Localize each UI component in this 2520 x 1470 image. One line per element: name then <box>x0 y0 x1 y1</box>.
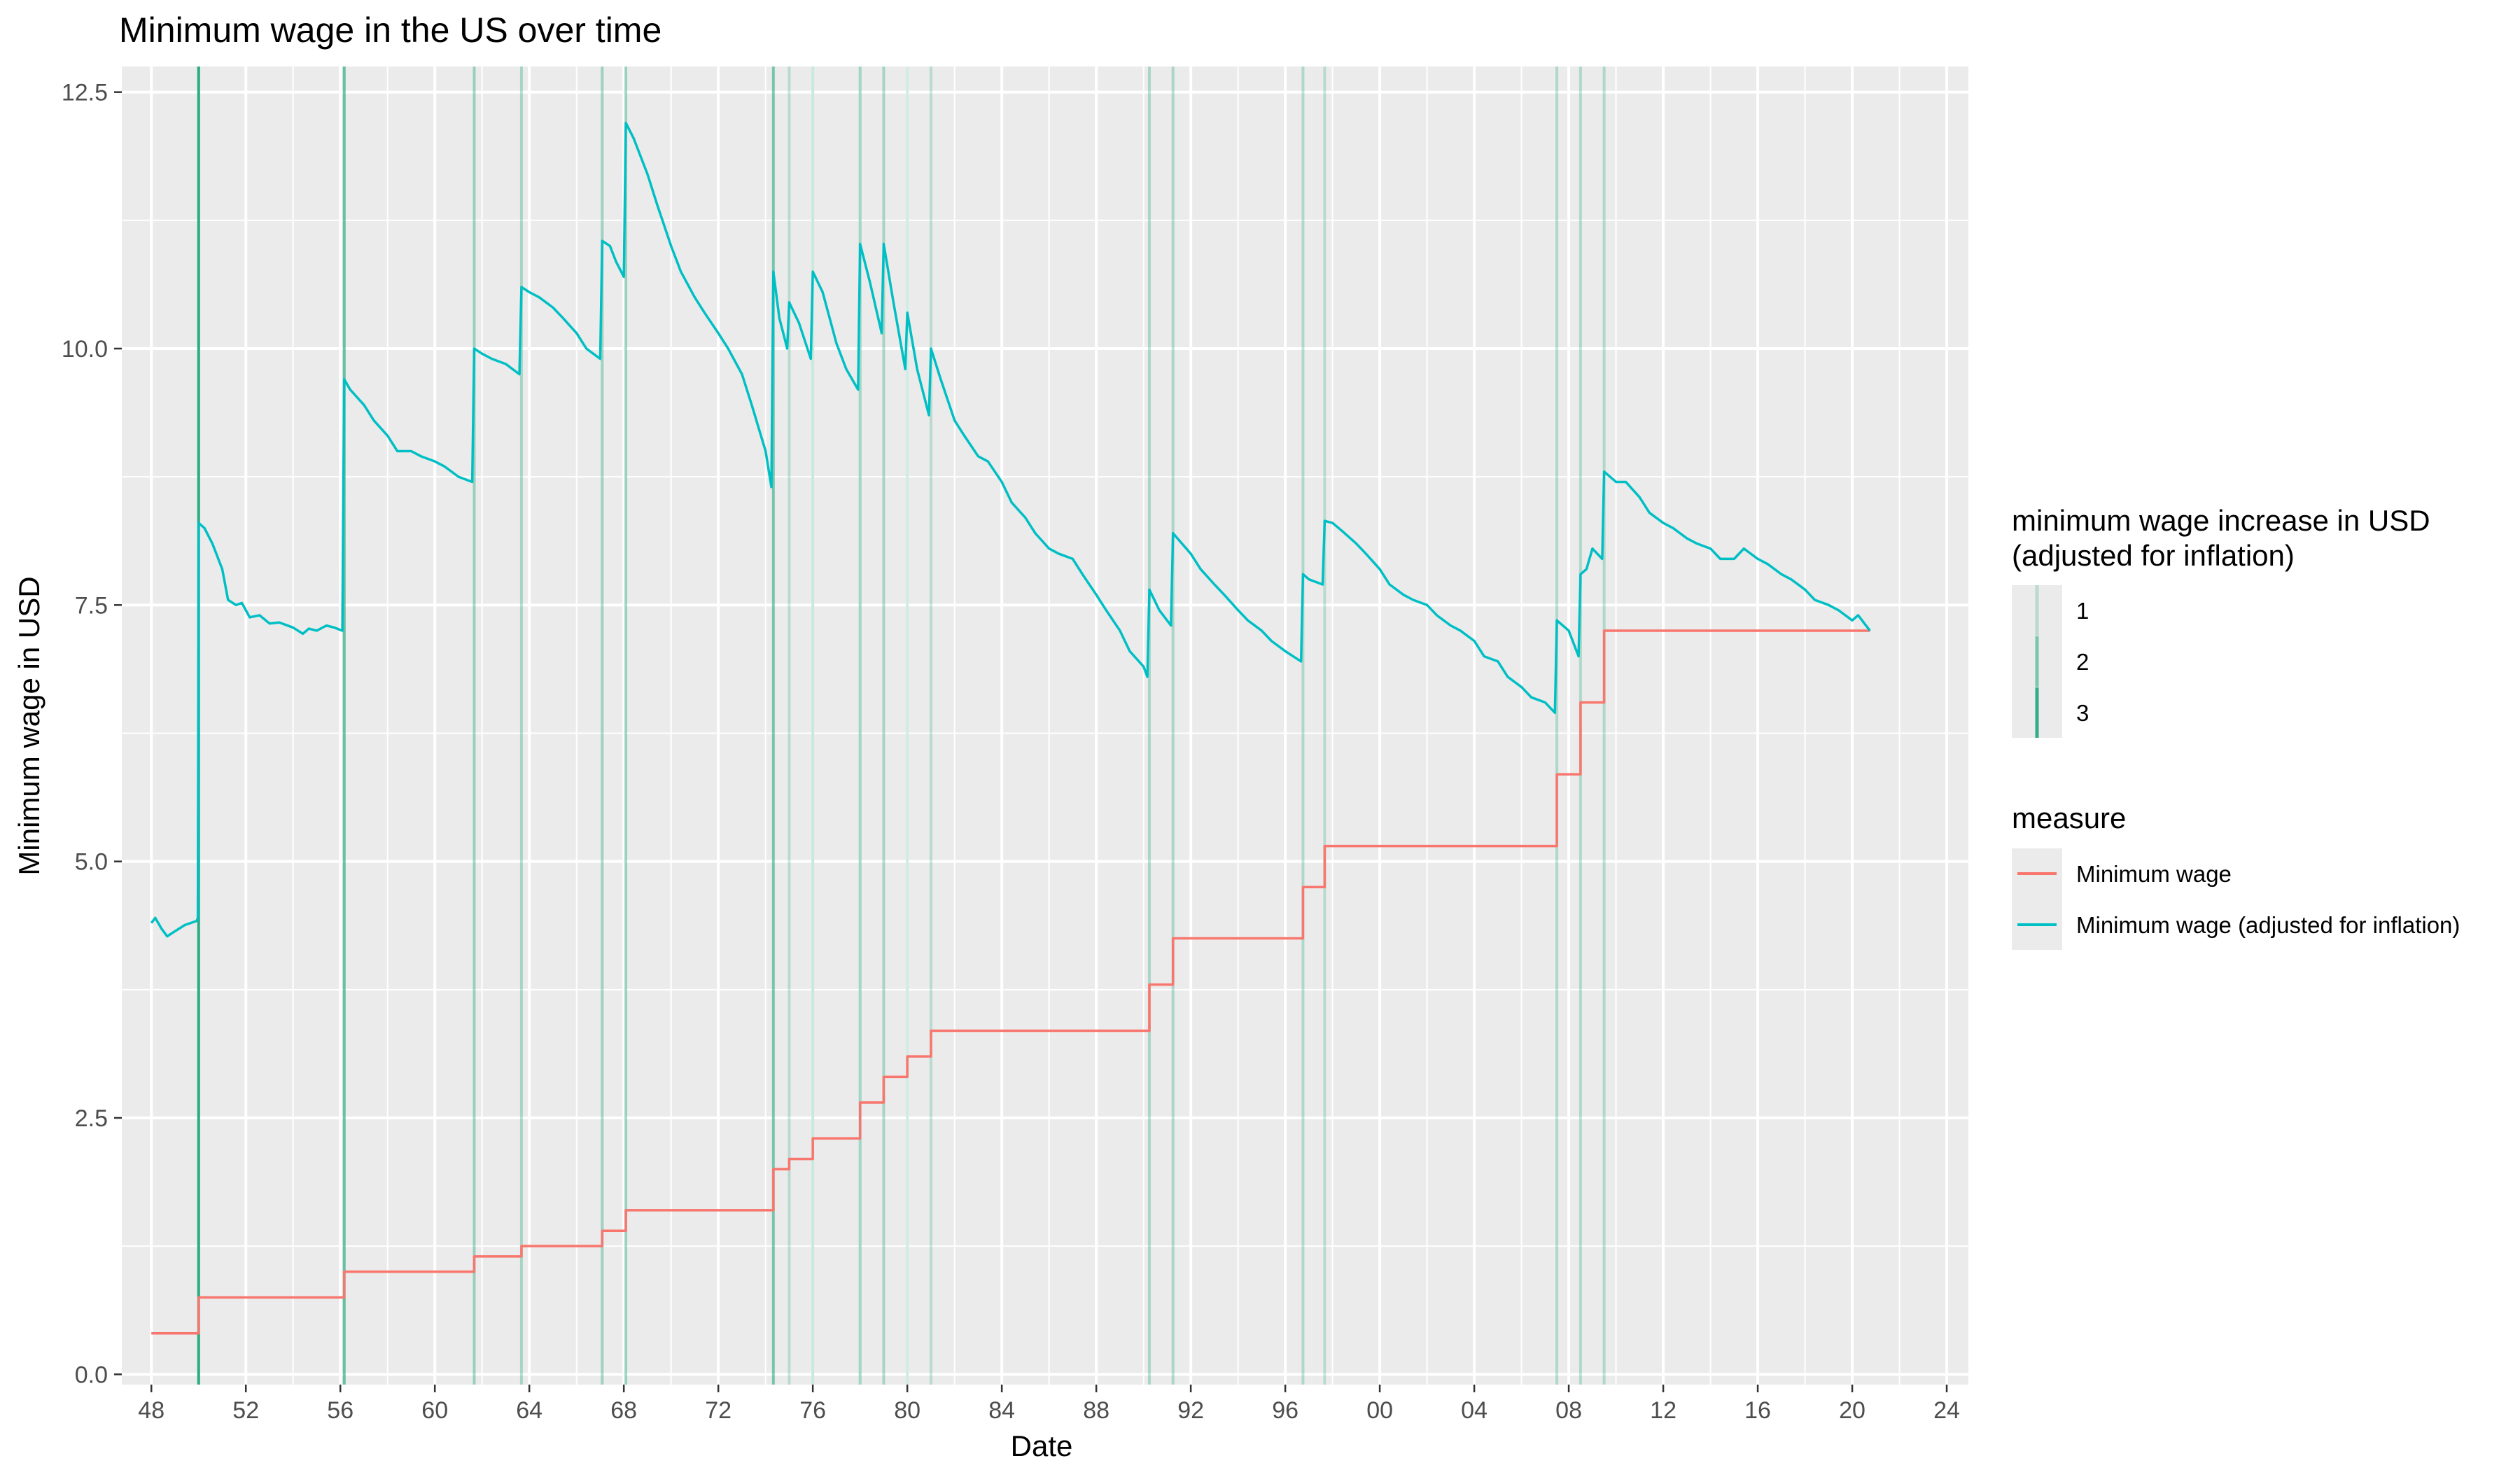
x-tick-label: 60 <box>421 1397 448 1424</box>
x-tick-label: 20 <box>1839 1397 1865 1424</box>
plot-background <box>122 66 1968 1385</box>
x-tick-label: 88 <box>1083 1397 1110 1424</box>
x-tick-label: 92 <box>1177 1397 1204 1424</box>
x-tick-label: 72 <box>705 1397 732 1424</box>
y-axis-title: Minimum wage in USD <box>13 576 46 875</box>
x-tick-label: 08 <box>1555 1397 1582 1424</box>
x-tick-label: 68 <box>610 1397 637 1424</box>
x-tick-label: 00 <box>1366 1397 1393 1424</box>
minimum-wage-adjusted-line <box>150 121 1871 938</box>
x-axis-title: Date <box>1011 1429 1073 1462</box>
y-tick-label: 5.0 <box>75 849 108 876</box>
y-tick-label: 0.0 <box>75 1362 108 1388</box>
grid-lines <box>122 66 1968 1385</box>
legend-measure: measure Minimum wage Minimum wage (adjuste… <box>2012 802 2460 950</box>
x-tick-label: 80 <box>894 1397 920 1424</box>
x-tick-label: 16 <box>1744 1397 1771 1424</box>
legend-measure-key-bg <box>2012 848 2062 950</box>
legend-increase-label: 3 <box>2076 700 2089 726</box>
y-tick-label: 7.5 <box>75 592 108 619</box>
x-tick-label: 04 <box>1461 1397 1488 1424</box>
legend-increase-label: 2 <box>2076 649 2089 675</box>
y-tick-label: 2.5 <box>75 1105 108 1132</box>
legend-measure-title: measure <box>2012 802 2126 834</box>
x-tick-label: 24 <box>1933 1397 1960 1424</box>
plot-panel <box>122 66 1968 1385</box>
x-tick-label: 56 <box>327 1397 354 1424</box>
x-tick-label: 84 <box>988 1397 1015 1424</box>
x-tick-label: 52 <box>232 1397 259 1424</box>
series-lines <box>150 121 1871 1335</box>
legend-increase: minimum wage increase in USD(adjusted fo… <box>2012 504 2430 738</box>
x-tick-label: 48 <box>138 1397 164 1424</box>
legend-measure-label: Minimum wage <box>2076 861 2232 887</box>
y-tick-label: 12.5 <box>62 80 108 106</box>
legend-increase-label: 1 <box>2076 598 2089 624</box>
x-tick-label: 76 <box>799 1397 826 1424</box>
legend-increase-title: (adjusted for inflation) <box>2012 539 2295 572</box>
legend-increase-title: minimum wage increase in USD <box>2012 504 2430 537</box>
legend-measure-label: Minimum wage (adjusted for inflation) <box>2076 912 2460 938</box>
axes: 48 52 56 60 64 68 72 76 80 84 88 92 96 00 04 08 12 16 20 24… <box>62 80 1960 1424</box>
x-tick-label: 12 <box>1650 1397 1676 1424</box>
x-tick-label: 64 <box>516 1397 542 1424</box>
minimum-wage-line <box>151 629 1870 1335</box>
x-tick-label: 96 <box>1272 1397 1298 1424</box>
y-tick-label: 10.0 <box>62 336 108 363</box>
chart-title: Minimum wage in the US over time <box>119 10 662 50</box>
